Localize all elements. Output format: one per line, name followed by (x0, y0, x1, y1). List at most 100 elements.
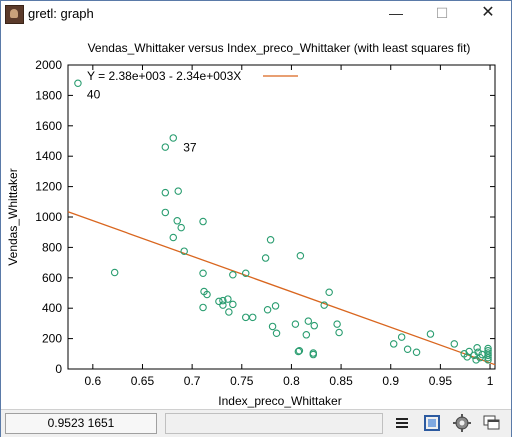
data-point (177, 223, 185, 232)
x-tick-label: 0.85 (329, 374, 353, 388)
gretl-app-icon (5, 5, 24, 24)
data-point (465, 347, 473, 356)
data-point (266, 236, 275, 244)
minimize-button[interactable]: — (389, 5, 403, 21)
x-tick-label: 0.95 (429, 374, 453, 388)
scatter-chart[interactable]: Vendas_Whittaker versus Index_preco_Whit… (1, 27, 511, 408)
y-tick-label: 1200 (35, 180, 62, 194)
plot-frame (67, 64, 496, 370)
data-point (320, 301, 328, 309)
data-point (426, 330, 435, 338)
point-annotation: 40 (87, 87, 101, 101)
y-tick-label: 2000 (35, 58, 62, 72)
data-point (74, 79, 82, 87)
data-point (219, 301, 227, 309)
fit-line (67, 211, 496, 366)
windows-icon (483, 415, 500, 430)
data-point (295, 347, 304, 355)
data-point (242, 313, 250, 322)
data-point (271, 302, 280, 310)
data-point (203, 290, 211, 299)
data-point (272, 329, 281, 338)
data-point (268, 322, 277, 331)
data-point (219, 296, 227, 305)
data-point (484, 347, 492, 355)
data-point (180, 247, 188, 255)
chart-title: Vendas_Whittaker versus Index_preco_Whit… (88, 41, 471, 55)
y-tick-label: 0 (55, 362, 62, 376)
x-tick-label: 0.7 (184, 374, 201, 388)
x-tick-label: 0.9 (382, 374, 399, 388)
menu-button[interactable] (391, 413, 413, 434)
data-point (263, 305, 272, 314)
y-tick-label: 400 (42, 301, 62, 315)
data-point (110, 268, 119, 277)
data-point (248, 313, 257, 322)
legend-label: Y = 2.38e+003 - 2.34e+003X (87, 69, 241, 83)
plot-area[interactable]: Vendas_Whittaker versus Index_preco_Whit… (1, 27, 511, 408)
y-axis-label: Vendas_Whittaker (6, 168, 20, 265)
data-point (161, 188, 170, 197)
y-tick-label: 200 (42, 332, 62, 346)
data-point (242, 269, 250, 277)
data-point (229, 300, 237, 309)
data-point (199, 269, 207, 277)
fit-line-group (67, 211, 496, 366)
x-tick-label: 1 (487, 374, 494, 388)
data-point (484, 344, 492, 353)
title-bar: gretl: graph — ☐ ✕ (1, 1, 511, 27)
data-point (225, 308, 233, 316)
data-point (389, 340, 398, 348)
data-point (335, 328, 343, 337)
status-spacer (165, 413, 383, 434)
data-point (229, 271, 237, 279)
x-tick-label: 0.75 (230, 374, 254, 388)
data-point (397, 333, 406, 341)
data-point (473, 343, 481, 352)
y-tick-label: 1400 (35, 149, 62, 163)
data-point (412, 348, 421, 357)
data-point (224, 295, 232, 303)
data-point (261, 254, 270, 262)
y-tick-label: 800 (42, 240, 62, 254)
data-point (333, 320, 341, 328)
data-point (294, 347, 303, 356)
data-point (161, 208, 170, 217)
data-point (169, 233, 178, 242)
data-point (174, 187, 182, 195)
y-tick-label: 1800 (35, 88, 62, 102)
close-button[interactable]: ✕ (481, 4, 495, 21)
y-tick-label: 1000 (35, 210, 62, 224)
data-point (215, 297, 223, 306)
x-tick-label: 0.8 (283, 374, 300, 388)
y-tick-label: 1600 (35, 119, 62, 133)
data-point (161, 143, 170, 151)
data-point (199, 303, 207, 312)
zoom-icon (424, 415, 440, 431)
data-point (291, 320, 300, 328)
data-point (450, 340, 459, 348)
data-point (325, 288, 333, 296)
data-point (403, 345, 412, 353)
data-point (484, 349, 492, 357)
x-tick-label: 0.65 (131, 374, 155, 388)
maximize-button[interactable]: ☐ (435, 5, 449, 21)
annotations: 40 37 (87, 87, 197, 154)
data-point (310, 321, 319, 330)
x-axis-label: Index_preco_Whittaker (218, 394, 341, 408)
window-title: gretl: graph (28, 6, 94, 21)
zoom-button[interactable] (421, 413, 443, 434)
data-point (199, 217, 207, 226)
settings-button[interactable] (451, 413, 473, 434)
axis-ticks: 0.6 0.65 0.7 0.75 0.8 0.85 0.9 0.95 1 0 200 400 600 8… (35, 58, 495, 388)
windows-button[interactable] (481, 413, 503, 434)
point-annotation: 37 (183, 141, 197, 155)
data-point (472, 356, 480, 364)
y-tick-label: 600 (42, 271, 62, 285)
data-point (302, 331, 311, 339)
settings-icon (453, 414, 471, 432)
data-point (304, 317, 313, 325)
data-point (169, 134, 178, 142)
menu-icon (396, 418, 408, 428)
